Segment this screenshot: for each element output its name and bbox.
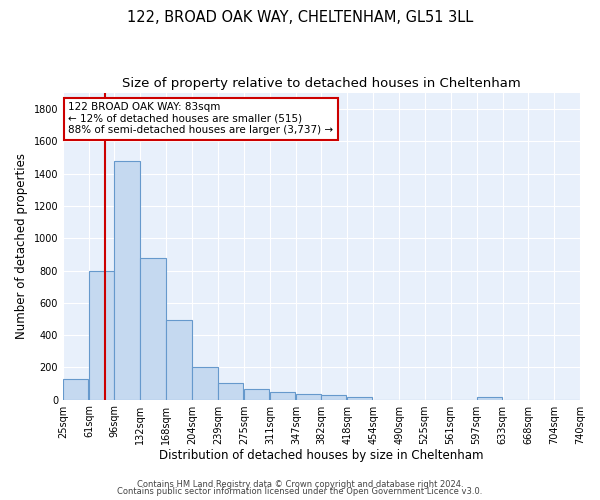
Bar (244, 389, 269, 400)
Text: 122, BROAD OAK WAY, CHELTENHAM, GL51 3LL: 122, BROAD OAK WAY, CHELTENHAM, GL51 3LL (127, 10, 473, 25)
Bar (193, 366, 218, 400)
Text: Contains public sector information licensed under the Open Government Licence v3: Contains public sector information licen… (118, 487, 482, 496)
Text: 122 BROAD OAK WAY: 83sqm
← 12% of detached houses are smaller (515)
88% of semi-: 122 BROAD OAK WAY: 83sqm ← 12% of detach… (68, 102, 334, 136)
Bar (347, 396, 373, 400)
Bar (89, 270, 115, 400)
Text: Contains HM Land Registry data © Crown copyright and database right 2024.: Contains HM Land Registry data © Crown c… (137, 480, 463, 489)
Y-axis label: Number of detached properties: Number of detached properties (15, 154, 28, 340)
X-axis label: Distribution of detached houses by size in Cheltenham: Distribution of detached houses by size … (159, 450, 484, 462)
Bar (296, 394, 321, 400)
Bar (166, 320, 192, 400)
Bar (218, 382, 243, 400)
Title: Size of property relative to detached houses in Cheltenham: Size of property relative to detached ho… (122, 78, 521, 90)
Bar (140, 258, 166, 400)
Bar (476, 398, 502, 400)
Bar (321, 395, 346, 400)
Bar (270, 392, 295, 400)
Bar (115, 161, 140, 400)
Bar (63, 378, 88, 400)
